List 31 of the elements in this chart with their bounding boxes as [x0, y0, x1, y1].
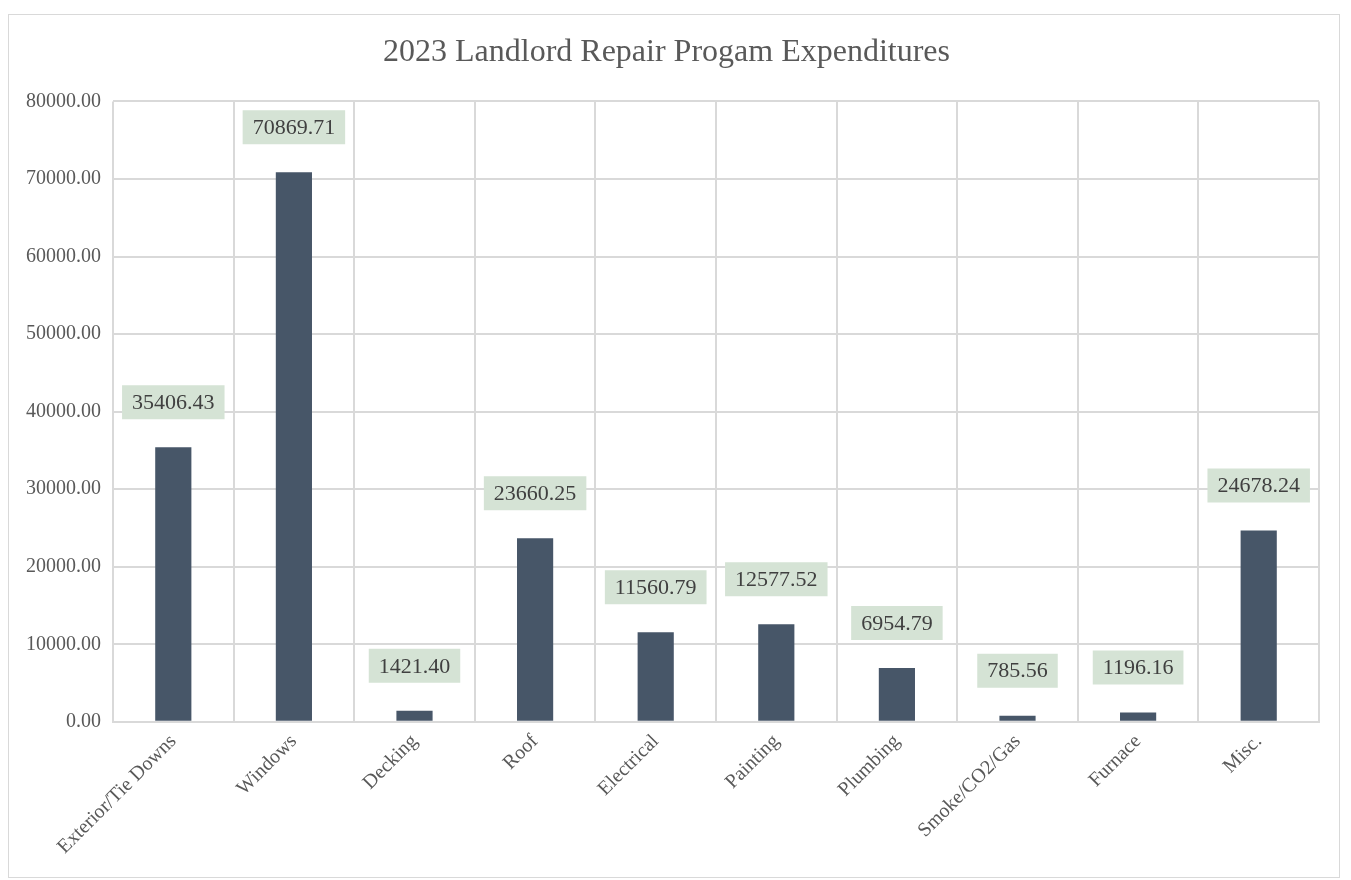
chart-title: 2023 Landlord Repair Progam Expenditures [383, 31, 950, 68]
bar [878, 667, 915, 721]
bar [1120, 712, 1157, 721]
y-tick-label: 0.00 [66, 709, 101, 732]
x-tick-label: Misc. [1217, 729, 1266, 777]
bar [999, 715, 1036, 721]
y-tick-label: 50000.00 [26, 321, 101, 344]
y-tick-label: 20000.00 [26, 553, 101, 576]
y-tick-label: 40000.00 [26, 398, 101, 421]
bar [396, 710, 433, 721]
data-label: 1196.16 [1102, 654, 1174, 680]
bar [758, 624, 795, 721]
data-label: 12577.52 [735, 566, 818, 592]
data-label: 23660.25 [493, 480, 577, 506]
data-label: 70869.71 [252, 113, 336, 139]
y-tick-label: 70000.00 [26, 166, 101, 189]
data-label: 1421.40 [378, 652, 451, 678]
y-tick-label: 60000.00 [26, 243, 101, 266]
data-label: 35406.43 [132, 389, 215, 415]
data-label: 6954.79 [861, 609, 933, 635]
bar [275, 172, 312, 721]
data-label: 11560.79 [614, 573, 697, 599]
bar [1240, 530, 1277, 721]
bar [637, 632, 674, 721]
bar [517, 538, 554, 721]
bar [155, 447, 192, 721]
data-label: 785.56 [987, 657, 1048, 683]
data-label: 24678.24 [1217, 472, 1300, 498]
y-tick-label: 80000.00 [26, 88, 101, 111]
y-tick-label: 30000.00 [26, 476, 101, 499]
y-tick-label: 10000.00 [26, 631, 101, 654]
